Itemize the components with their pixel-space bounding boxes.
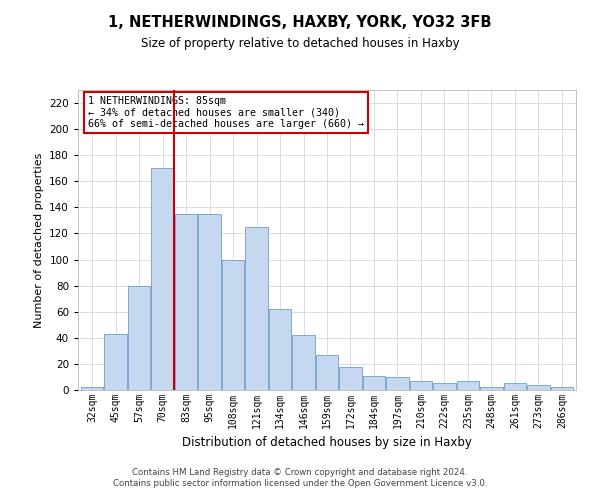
Bar (128, 286, 150, 390)
Text: 1, NETHERWINDINGS, HAXBY, YORK, YO32 3FB: 1, NETHERWINDINGS, HAXBY, YORK, YO32 3FB (108, 15, 492, 30)
Bar (292, 335, 314, 390)
Bar (316, 355, 338, 390)
Y-axis label: Number of detached properties: Number of detached properties (34, 152, 44, 328)
Text: Size of property relative to detached houses in Haxby: Size of property relative to detached ho… (140, 38, 460, 51)
Bar (433, 384, 455, 390)
Bar (199, 214, 221, 390)
Bar (222, 260, 244, 390)
Bar (551, 388, 573, 390)
Bar (504, 384, 526, 390)
Bar (245, 227, 268, 390)
Bar (175, 214, 197, 390)
Bar (457, 381, 479, 390)
Bar (410, 381, 432, 390)
Bar (151, 168, 174, 390)
Bar (269, 309, 291, 390)
Bar (81, 388, 103, 390)
Bar (386, 377, 409, 390)
Bar (480, 388, 503, 390)
Bar (527, 385, 550, 390)
Bar (340, 366, 362, 390)
Text: 1 NETHERWINDINGS: 85sqm
← 34% of detached houses are smaller (340)
66% of semi-d: 1 NETHERWINDINGS: 85sqm ← 34% of detache… (88, 96, 364, 129)
Bar (104, 334, 127, 390)
Text: Contains HM Land Registry data © Crown copyright and database right 2024.
Contai: Contains HM Land Registry data © Crown c… (113, 468, 487, 487)
X-axis label: Distribution of detached houses by size in Haxby: Distribution of detached houses by size … (182, 436, 472, 450)
Bar (363, 376, 385, 390)
